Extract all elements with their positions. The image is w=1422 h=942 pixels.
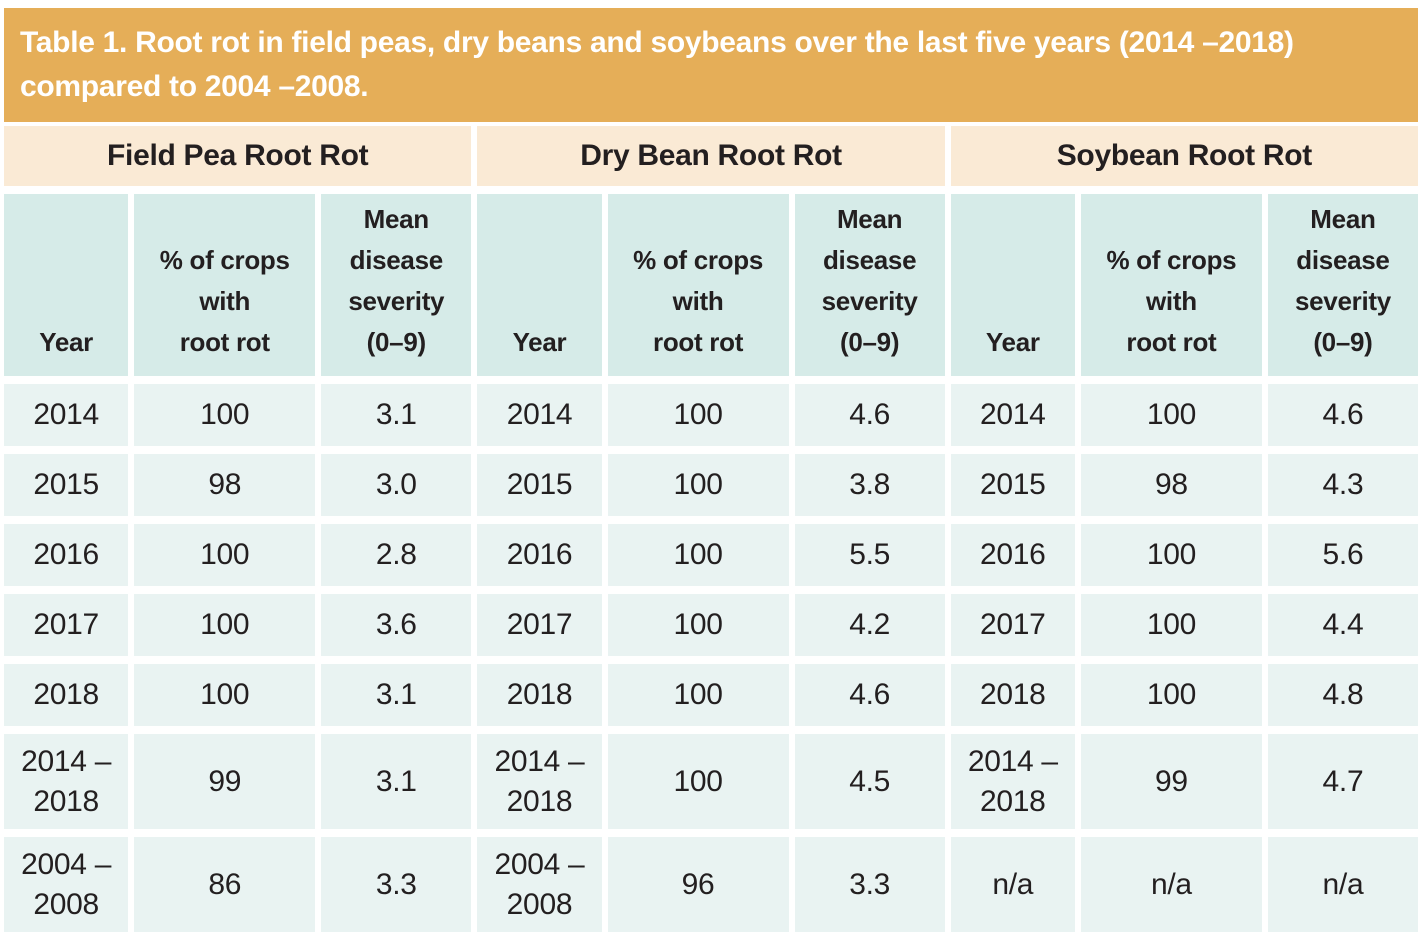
year-cell: 2015 (950, 454, 1075, 516)
year-cell: 2015 (4, 454, 129, 516)
table-title: Table 1. Root rot in field peas, dry bea… (4, 8, 1418, 122)
pct-cell: 100 (134, 664, 316, 726)
severity-cell: 4.6 (1267, 384, 1418, 446)
pct-cell: 98 (1080, 454, 1262, 516)
column-header-year: Year (4, 194, 129, 376)
severity-cell: 4.4 (1267, 594, 1418, 656)
table-title-line1: Table 1. Root rot in field peas, dry bea… (20, 26, 1294, 59)
year-cell: 2014 – 2018 (477, 734, 602, 829)
severity-cell: 4.5 (794, 734, 945, 829)
column-header-severity: Mean disease severity (0–9) (1267, 194, 1418, 376)
year-cell: 2018 (477, 664, 602, 726)
pct-cell: 100 (134, 594, 316, 656)
severity-cell: 5.6 (1267, 524, 1418, 586)
pct-cell: 100 (134, 384, 316, 446)
group-header-field-pea: Field Pea Root Rot (4, 126, 472, 186)
year-cell: 2017 (950, 594, 1075, 656)
severity-cell: 3.3 (321, 837, 472, 932)
year-cell: 2018 (950, 664, 1075, 726)
severity-cell: 3.8 (794, 454, 945, 516)
year-cell: 2014 (4, 384, 129, 446)
table-title-line2: compared to 2004 –2008. (20, 70, 369, 103)
severity-cell: 4.7 (1267, 734, 1418, 829)
column-header-pct: % of crops with root rot (607, 194, 789, 376)
severity-cell: 2.8 (321, 524, 472, 586)
severity-cell: 4.6 (794, 664, 945, 726)
pct-cell: 100 (1080, 594, 1262, 656)
column-header-year: Year (477, 194, 602, 376)
pct-cell: 100 (134, 524, 316, 586)
data-table: Field Pea Root Rot Dry Bean Root Rot Soy… (4, 126, 1418, 932)
pct-cell: 98 (134, 454, 316, 516)
severity-cell: 4.2 (794, 594, 945, 656)
year-cell: 2016 (4, 524, 129, 586)
year-cell: 2017 (4, 594, 129, 656)
pct-cell: 99 (1080, 734, 1262, 829)
severity-cell: 3.6 (321, 594, 472, 656)
severity-cell: 4.3 (1267, 454, 1418, 516)
year-cell: 2014 – 2018 (4, 734, 129, 829)
year-cell: 2018 (4, 664, 129, 726)
severity-cell: n/a (1267, 837, 1418, 932)
severity-cell: 3.0 (321, 454, 472, 516)
table-figure: Table 1. Root rot in field peas, dry bea… (4, 8, 1418, 932)
column-header-severity: Mean disease severity (0–9) (321, 194, 472, 376)
severity-cell: 5.5 (794, 524, 945, 586)
severity-cell: 4.8 (1267, 664, 1418, 726)
group-header-dry-bean: Dry Bean Root Rot (477, 126, 945, 186)
column-header-year: Year (950, 194, 1075, 376)
year-cell: 2017 (477, 594, 602, 656)
year-cell: 2016 (477, 524, 602, 586)
pct-cell: n/a (1080, 837, 1262, 932)
pct-cell: 96 (607, 837, 789, 932)
year-cell: 2016 (950, 524, 1075, 586)
pct-cell: 100 (1080, 384, 1262, 446)
pct-cell: 99 (134, 734, 316, 829)
pct-cell: 100 (1080, 664, 1262, 726)
severity-cell: 3.1 (321, 734, 472, 829)
year-cell: 2014 – 2018 (950, 734, 1075, 829)
severity-cell: 3.1 (321, 384, 472, 446)
pct-cell: 100 (607, 454, 789, 516)
severity-cell: 3.1 (321, 664, 472, 726)
pct-cell: 100 (607, 384, 789, 446)
severity-cell: 3.3 (794, 837, 945, 932)
pct-cell: 100 (607, 524, 789, 586)
group-header-soybean: Soybean Root Rot (950, 126, 1418, 186)
year-cell: 2015 (477, 454, 602, 516)
column-header-severity: Mean disease severity (0–9) (794, 194, 945, 376)
year-cell: 2004 – 2008 (477, 837, 602, 932)
pct-cell: 100 (607, 594, 789, 656)
column-header-pct: % of crops with root rot (134, 194, 316, 376)
pct-cell: 100 (607, 734, 789, 829)
year-cell: 2014 (477, 384, 602, 446)
year-cell: n/a (950, 837, 1075, 932)
year-cell: 2014 (950, 384, 1075, 446)
year-cell: 2004 – 2008 (4, 837, 129, 932)
pct-cell: 86 (134, 837, 316, 932)
pct-cell: 100 (1080, 524, 1262, 586)
column-header-pct: % of crops with root rot (1080, 194, 1262, 376)
severity-cell: 4.6 (794, 384, 945, 446)
pct-cell: 100 (607, 664, 789, 726)
